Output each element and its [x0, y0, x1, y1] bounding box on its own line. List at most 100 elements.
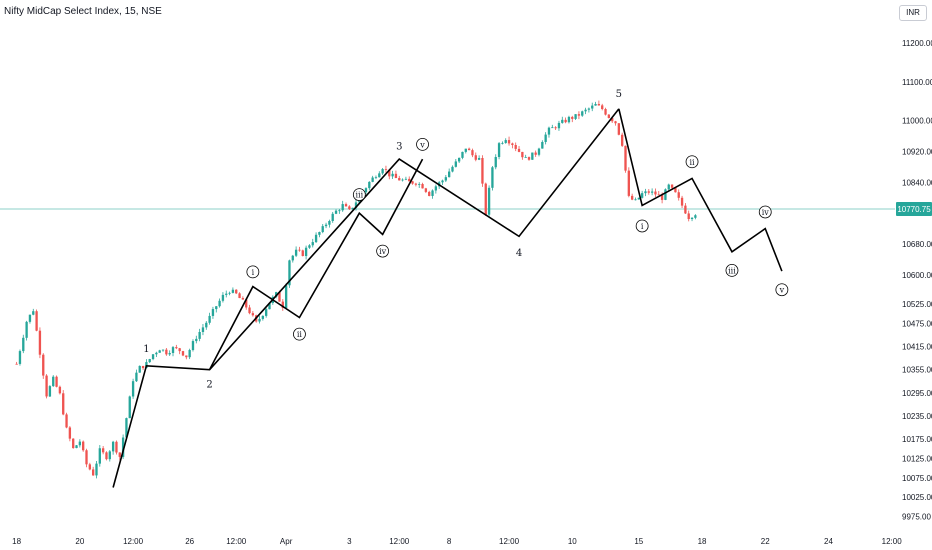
candle-body: [534, 152, 537, 155]
candle-body: [291, 255, 294, 261]
candle-body: [670, 184, 674, 188]
candle-body: [38, 330, 42, 355]
candle-body: [288, 260, 291, 286]
candle-body: [265, 309, 268, 316]
candle-body: [627, 170, 630, 196]
candle-body: [354, 202, 358, 208]
candle-body: [481, 158, 484, 184]
candle-body: [258, 318, 261, 322]
candle-body: [75, 445, 78, 449]
candle-body: [571, 116, 574, 119]
candle-body: [567, 116, 571, 123]
candle-body: [165, 349, 168, 355]
candle-body: [428, 191, 431, 196]
candle-body: [221, 294, 225, 301]
candle-body: [298, 249, 301, 251]
candle-body: [131, 381, 135, 397]
candle-body: [95, 463, 98, 476]
candle-body: [15, 363, 18, 365]
candle-body: [444, 177, 448, 181]
candle-body: [318, 232, 321, 235]
x-tick-label: 18: [12, 537, 21, 546]
candle-body: [158, 350, 161, 353]
candle-body: [511, 143, 514, 145]
candle-body: [308, 245, 311, 248]
candle-body: [487, 187, 491, 215]
wave-label-sub-circle: [416, 137, 429, 151]
candle-body: [411, 181, 414, 184]
candle-body: [471, 150, 474, 156]
correction-wave-line: [618, 108, 783, 272]
candle-body: [88, 464, 91, 470]
candle-body: [191, 341, 195, 351]
candle-body: [161, 349, 165, 351]
candle-body: [644, 191, 647, 194]
time-axis: 18 20 12:00 26 12:00 Apr 3 12:00 8 12:00 10 15 18 22 2…: [12, 537, 902, 546]
candle-body: [694, 215, 697, 218]
candlestick-series: [15, 100, 697, 479]
candle-body: [497, 143, 501, 158]
candle-body: [594, 103, 597, 106]
candle-body: [235, 289, 238, 294]
x-tick-label: 18: [698, 537, 707, 546]
candle-body: [630, 195, 634, 200]
candle-body: [667, 184, 670, 190]
candle-body: [398, 178, 401, 181]
candle-body: [55, 376, 58, 387]
wave-label-primary: 5: [616, 89, 622, 100]
candle-body: [617, 123, 621, 135]
x-tick-label: 12:00: [499, 537, 520, 546]
candle-body: [454, 161, 457, 167]
candle-body: [544, 134, 547, 142]
wave-label-sub-circle: [376, 244, 390, 258]
candle-body: [65, 414, 68, 428]
candle-body: [537, 148, 541, 155]
y-tick-label: 10235.00: [902, 412, 932, 421]
candle-body: [564, 119, 567, 123]
candle-body: [404, 178, 408, 180]
candle-body: [115, 441, 118, 453]
candle-body: [554, 127, 557, 129]
x-tick-label: 12:00: [882, 537, 903, 546]
candle-body: [640, 193, 644, 198]
candle-body: [507, 140, 511, 144]
candle-body: [418, 184, 421, 185]
candle-body: [91, 469, 95, 476]
y-tick-label: 10415.00: [902, 342, 932, 351]
candle-body: [28, 314, 32, 322]
candle-body: [341, 204, 344, 211]
candle-body: [78, 441, 82, 446]
candle-body: [601, 105, 604, 110]
candle-body: [424, 188, 428, 192]
y-tick-label: 11200.00: [902, 39, 932, 48]
candle-body: [108, 451, 111, 460]
candle-body: [541, 141, 544, 149]
candle-body: [527, 157, 531, 160]
candle-body: [408, 178, 411, 182]
candle-body: [321, 226, 324, 233]
wave-label-sub: v: [419, 140, 425, 149]
x-tick-label: 8: [447, 537, 452, 546]
currency-button[interactable]: INR: [899, 5, 927, 21]
candle-body: [208, 315, 211, 323]
candle-body: [85, 450, 88, 465]
candle-body: [181, 351, 185, 356]
candle-body: [251, 313, 255, 316]
candle-body: [384, 169, 388, 170]
candle-body: [474, 155, 477, 160]
wave-label-correction: ii: [689, 158, 695, 167]
candle-body: [531, 152, 534, 160]
y-tick-label: 10600.00: [902, 271, 932, 280]
candle-body: [517, 148, 521, 152]
candle-body: [491, 167, 494, 188]
candle-body: [614, 121, 617, 124]
candle-body: [371, 177, 374, 182]
candle-body: [175, 347, 178, 349]
candle-body: [58, 386, 62, 394]
candle-body: [141, 365, 145, 369]
candle-body: [328, 221, 331, 225]
candle-body: [634, 199, 637, 201]
candle-body: [394, 173, 398, 179]
